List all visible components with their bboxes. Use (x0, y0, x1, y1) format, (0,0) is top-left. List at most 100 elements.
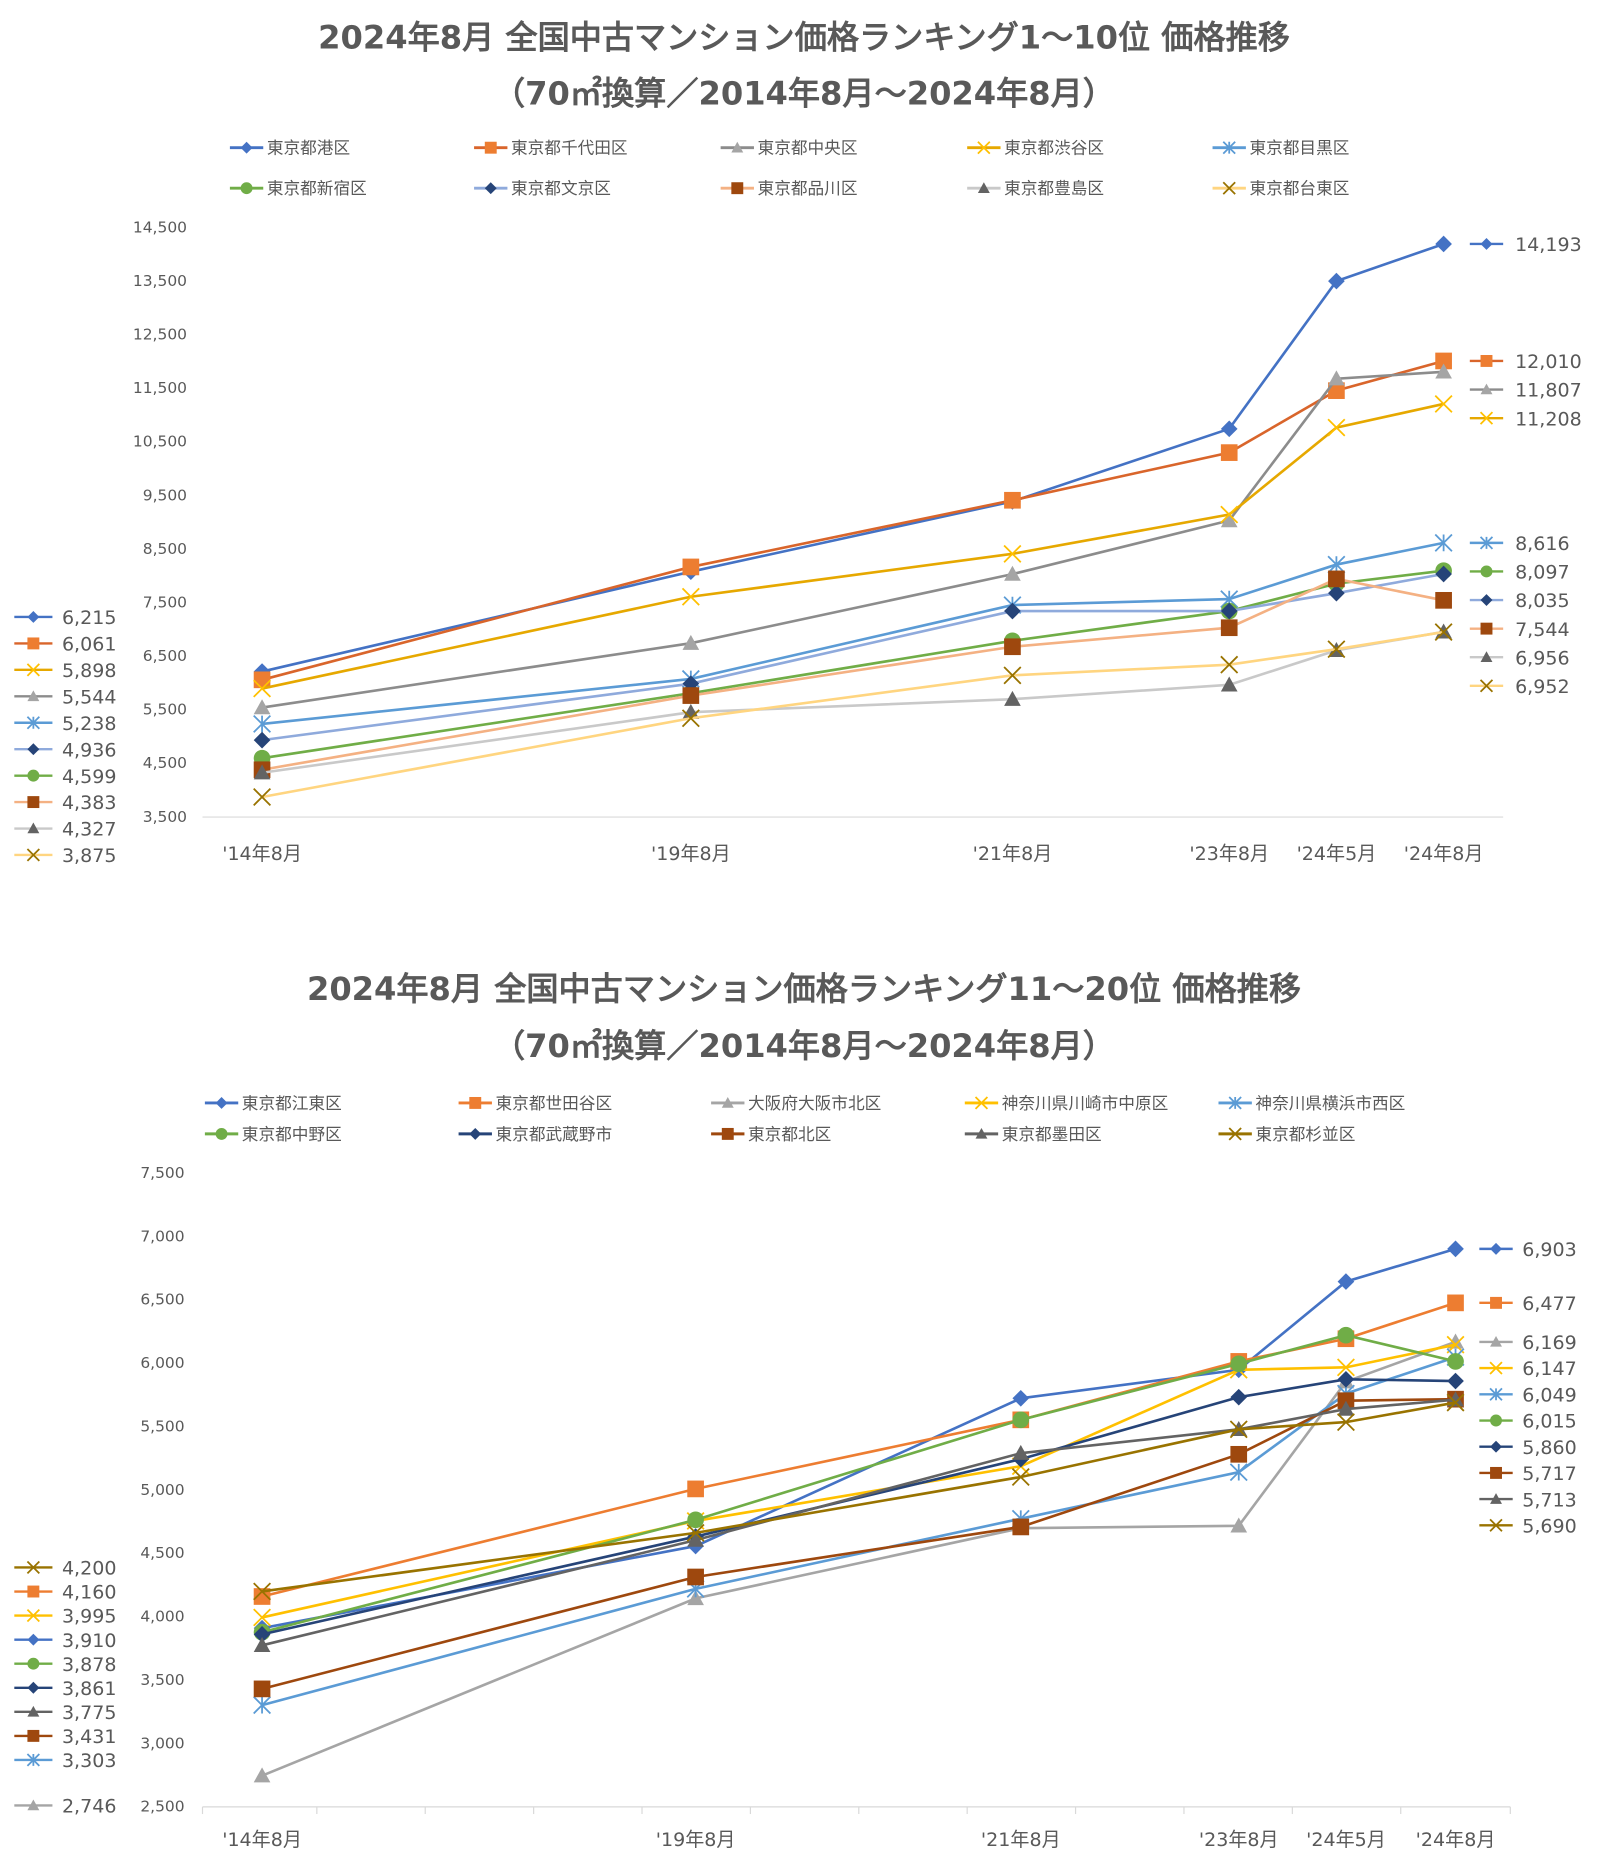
data-point (686, 1523, 705, 1542)
legend-marker-diamond-icon (240, 141, 253, 154)
data-point (1011, 1468, 1030, 1486)
start-value-label: 6,215 (14, 607, 116, 629)
end-value-label: 7,544 (1469, 619, 1570, 641)
y-tick-label: 11,500 (133, 379, 187, 397)
start-value: 3,910 (62, 1630, 117, 1652)
end-value-label: 12,010 (1469, 351, 1582, 373)
series-10 (253, 623, 1453, 806)
series-line (261, 577, 1444, 772)
legend-label: 東京都新宿区 (267, 179, 367, 198)
data-point (1337, 1400, 1355, 1416)
end-value-label: 6,169 (1479, 1332, 1577, 1354)
data-point (253, 699, 271, 715)
data-point (253, 671, 271, 689)
start-value-label: 4,160 (14, 1582, 116, 1604)
start-value: 6,215 (62, 607, 117, 629)
y-tick-label: 7,500 (143, 593, 187, 611)
series-line (261, 242, 1445, 673)
end-value-label: 5,690 (1479, 1515, 1577, 1537)
label-marker-icon (26, 848, 40, 862)
data-point (1337, 1326, 1355, 1344)
series-line (261, 630, 1444, 799)
label-marker-icon (1490, 1466, 1502, 1479)
label-marker-icon (1490, 1335, 1502, 1347)
end-value-label: 6,049 (1479, 1384, 1577, 1406)
x-tick-label: '24年8月 (1416, 1829, 1496, 1851)
series-line (261, 1340, 1456, 1777)
data-point (1328, 570, 1345, 588)
data-point (1004, 638, 1021, 656)
y-tick-label: 6,500 (143, 647, 187, 665)
data-point (1446, 1335, 1465, 1354)
data-point (1337, 1392, 1355, 1410)
y-tick-label: 12,500 (133, 325, 187, 343)
y-tick-label: 5,500 (140, 1417, 184, 1435)
legend-item: 神奈川県川崎市中原区 (964, 1094, 1169, 1113)
label-marker-icon (27, 1657, 40, 1670)
x-tick-label: '21年8月 (981, 1829, 1061, 1851)
end-value: 6,049 (1522, 1384, 1577, 1406)
data-point (1012, 1389, 1030, 1407)
legend-label: 神奈川県川崎市中原区 (1002, 1094, 1169, 1113)
label-marker-icon (1490, 1242, 1502, 1255)
label-marker-icon (1479, 411, 1494, 425)
legend-label: 東京都杉並区 (1255, 1125, 1355, 1144)
start-value: 6,061 (62, 634, 117, 656)
data-point (1229, 1420, 1248, 1439)
start-value: 3,875 (62, 845, 117, 867)
label-marker-icon (27, 822, 40, 834)
data-point (681, 709, 700, 728)
legend-marker-triangle-icon (721, 1096, 734, 1108)
label-marker-icon (1480, 565, 1493, 578)
data-point (1230, 1517, 1248, 1533)
label-marker-icon (1480, 237, 1493, 250)
label-marker-icon (27, 1705, 40, 1717)
series-line (261, 1398, 1456, 1647)
series-8 (253, 1390, 1464, 1698)
legend-marker-x-icon (1222, 181, 1236, 195)
data-point (1435, 235, 1452, 253)
label-marker-icon (27, 1729, 40, 1742)
x-tick-label: '24年8月 (1404, 843, 1484, 865)
series-line (261, 1377, 1456, 1636)
end-value-label: 5,860 (1479, 1437, 1577, 1459)
data-point (1327, 418, 1346, 437)
x-tick-label: '23年8月 (1199, 1829, 1279, 1851)
y-tick-label: 4,000 (140, 1608, 184, 1626)
label-marker-icon (1480, 383, 1493, 395)
label-marker-icon (27, 1633, 40, 1646)
series-2 (253, 1294, 1464, 1605)
data-point (1230, 1355, 1248, 1373)
legend-item: 東京都目黒区 (1212, 139, 1349, 158)
series-6 (253, 562, 1452, 767)
start-value-label: 5,898 (14, 660, 116, 682)
label-marker-icon (1490, 1493, 1502, 1504)
legend-marker-diamond-icon (469, 1127, 482, 1140)
series-4 (253, 394, 1453, 698)
data-point (1336, 1358, 1355, 1377)
legend-label: 東京都台東区 (1249, 179, 1349, 198)
end-value-label: 8,616 (1469, 533, 1570, 555)
legend-marker-square-icon (469, 1096, 482, 1109)
data-point (1220, 619, 1238, 637)
start-value-label: 2,746 (14, 1796, 116, 1818)
series-5 (253, 533, 1453, 733)
start-value: 3,431 (62, 1726, 117, 1748)
end-value-label: 8,097 (1469, 562, 1570, 584)
series-line (261, 572, 1444, 742)
end-value: 8,097 (1515, 562, 1570, 584)
data-point (1434, 533, 1453, 552)
end-value: 6,956 (1515, 647, 1570, 669)
start-value: 3,775 (62, 1702, 117, 1724)
legend-item: 神奈川県横浜市西区 (1218, 1094, 1405, 1113)
legend-label: 大阪府大阪市北区 (748, 1094, 881, 1113)
label-marker-icon (1480, 651, 1493, 662)
label-marker-icon (1489, 1361, 1503, 1375)
x-tick-label: '19年8月 (656, 1829, 736, 1851)
label-marker-icon (1480, 594, 1493, 606)
y-tick-label: 6,000 (140, 1354, 184, 1372)
data-point (682, 687, 700, 704)
series-7 (253, 565, 1452, 749)
series-line (261, 1247, 1456, 1630)
